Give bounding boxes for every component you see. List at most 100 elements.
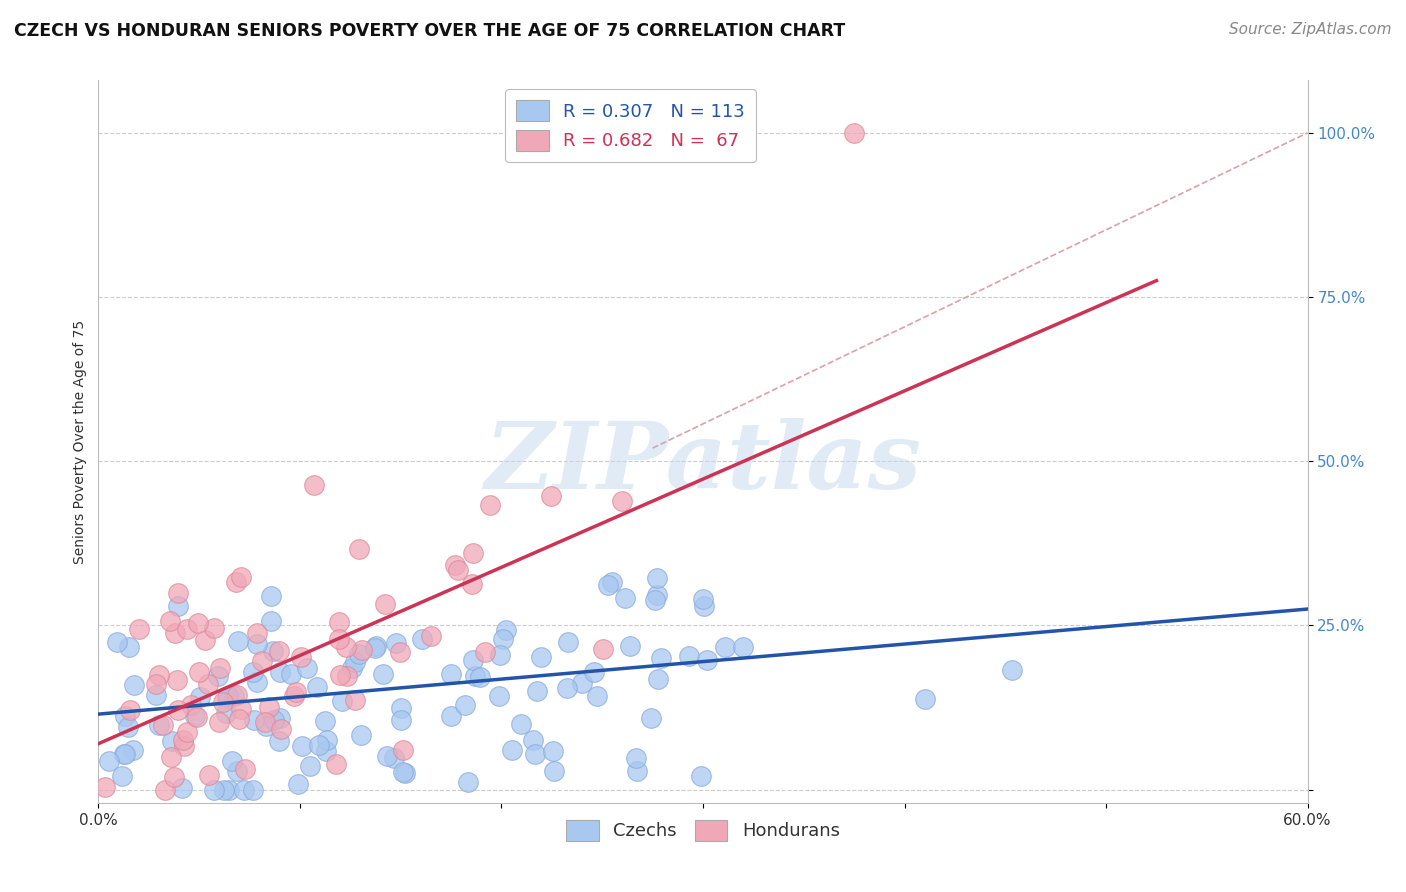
Point (176, 724, 198, 739)
Point (543, 744, 565, 758)
Point (280, 667, 302, 681)
Point (468, 670, 491, 684)
Point (233, 762, 256, 776)
Point (267, 734, 290, 748)
Point (114, 708, 136, 723)
Point (555, 681, 578, 695)
Point (290, 650, 312, 665)
Point (160, 734, 183, 748)
Point (242, 713, 264, 727)
Point (364, 639, 387, 653)
Point (148, 668, 170, 682)
Point (218, 782, 240, 797)
Point (524, 747, 547, 761)
Point (614, 591, 637, 605)
Point (733, 640, 755, 654)
Point (159, 614, 181, 628)
Point (335, 640, 357, 654)
Point (447, 563, 470, 577)
Point (644, 592, 666, 607)
Point (260, 614, 283, 628)
Point (645, 588, 668, 602)
Point (269, 665, 291, 680)
Point (382, 751, 405, 765)
Point (389, 701, 412, 715)
Point (522, 733, 544, 747)
Point (194, 632, 217, 647)
Point (153, 782, 176, 797)
Point (325, 757, 347, 772)
Point (160, 750, 183, 764)
Point (221, 754, 243, 768)
Point (270, 722, 292, 736)
Point (217, 689, 239, 703)
Point (557, 635, 579, 649)
Point (232, 782, 254, 797)
Point (184, 708, 207, 723)
Point (385, 636, 408, 650)
Point (373, 666, 395, 681)
Legend: Czechs, Hondurans: Czechs, Hondurans (560, 813, 846, 848)
Point (315, 743, 337, 757)
Point (287, 777, 309, 791)
Point (214, 782, 236, 797)
Point (419, 629, 441, 643)
Point (347, 648, 370, 662)
Point (197, 676, 219, 690)
Text: Source: ZipAtlas.com: Source: ZipAtlas.com (1229, 22, 1392, 37)
Point (389, 645, 412, 659)
Point (259, 699, 281, 714)
Point (492, 632, 515, 646)
Point (163, 770, 186, 784)
Point (314, 714, 336, 729)
Point (225, 764, 247, 778)
Point (478, 498, 501, 512)
Point (117, 720, 139, 734)
Point (526, 684, 548, 698)
Point (440, 709, 463, 723)
Point (488, 689, 510, 703)
Point (209, 661, 232, 675)
Point (93, 780, 115, 794)
Text: CZECH VS HONDURAN SENIORS POVERTY OVER THE AGE OF 75 CORRELATION CHART: CZECH VS HONDURAN SENIORS POVERTY OVER T… (14, 22, 845, 40)
Point (246, 674, 269, 689)
Point (122, 743, 145, 757)
Point (693, 599, 716, 613)
Point (647, 672, 669, 686)
Point (350, 728, 373, 742)
Point (187, 665, 209, 679)
Point (308, 738, 330, 752)
Point (454, 698, 477, 712)
Point (624, 751, 647, 765)
Point (510, 717, 533, 731)
Point (190, 690, 212, 704)
Point (145, 677, 167, 691)
Point (228, 712, 250, 726)
Point (299, 759, 322, 773)
Point (844, 126, 866, 140)
Point (394, 766, 416, 780)
Point (145, 688, 167, 702)
Point (914, 692, 936, 706)
Point (152, 718, 174, 732)
Point (186, 710, 208, 724)
Point (110, 768, 132, 782)
Point (263, 713, 285, 727)
Point (114, 747, 136, 761)
Point (148, 717, 170, 731)
Point (97, 755, 120, 769)
Point (170, 780, 193, 795)
Point (262, 644, 284, 658)
Point (364, 640, 387, 655)
Point (626, 764, 648, 778)
Point (329, 668, 352, 682)
Point (571, 676, 593, 690)
Point (124, 678, 146, 692)
Point (242, 665, 264, 679)
Point (501, 743, 523, 757)
Point (229, 702, 252, 716)
Point (207, 669, 229, 683)
Point (118, 702, 141, 716)
Point (343, 693, 366, 707)
Point (640, 711, 662, 725)
